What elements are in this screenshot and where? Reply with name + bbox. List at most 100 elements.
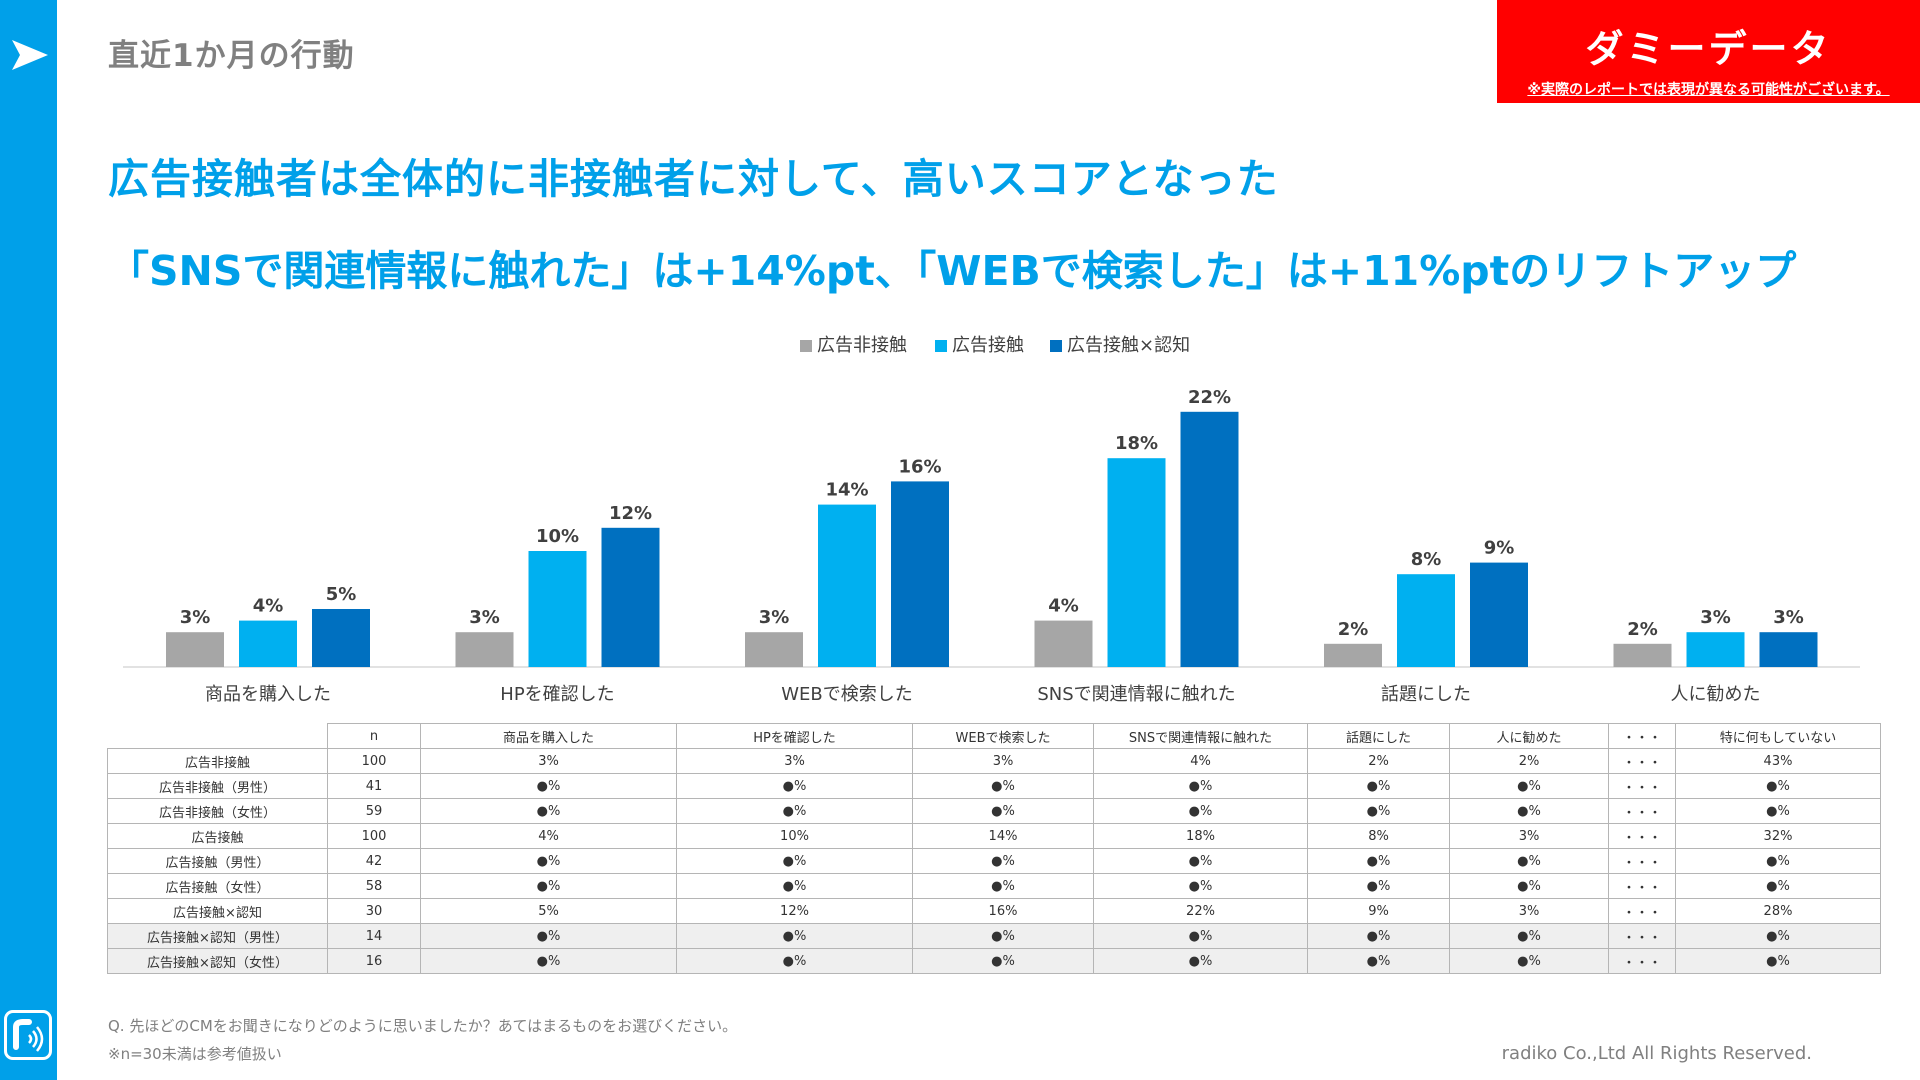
- table-cell: 4%: [1093, 748, 1308, 774]
- table-cell: ●%: [420, 848, 677, 874]
- row-label: 広告接触（女性）: [107, 873, 328, 899]
- table-cell: ●%: [1093, 773, 1308, 799]
- table-cell: ●%: [420, 948, 677, 974]
- table-cell: ●%: [1675, 873, 1881, 899]
- table-cell: ●%: [912, 798, 1094, 824]
- table-cell: 2%: [1307, 748, 1450, 774]
- row-label: 広告非接触: [107, 748, 328, 774]
- table-cell: 42: [327, 848, 421, 874]
- data-label: 3%: [469, 607, 500, 628]
- table-cell: ●%: [676, 798, 913, 824]
- row-label: 広告非接触（女性）: [107, 798, 328, 824]
- table-cell: ●%: [1307, 848, 1450, 874]
- table-header-cell: SNSで関連情報に触れた: [1093, 723, 1308, 749]
- bar: [1180, 411, 1239, 667]
- table-cell: ●%: [1675, 773, 1881, 799]
- legend-label: 広告非接触: [817, 335, 907, 356]
- table-cell: 4%: [420, 823, 677, 849]
- table-cell: ●%: [912, 948, 1094, 974]
- table-cell: 30: [327, 898, 421, 924]
- category-label: SNSで関連情報に触れた: [1037, 684, 1235, 705]
- copyright: radiko Co.,Ltd All Rights Reserved.: [1501, 1043, 1812, 1064]
- table-cell: ●%: [1093, 798, 1308, 824]
- table-cell: ・・・: [1608, 873, 1676, 899]
- table-cell: ・・・: [1608, 948, 1676, 974]
- table-cell: ●%: [1093, 923, 1308, 949]
- bar: [312, 609, 370, 667]
- data-label: 5%: [326, 584, 357, 605]
- table-header-cell: 商品を購入した: [420, 723, 677, 749]
- table-cell: ●%: [1093, 948, 1308, 974]
- table-row: 広告非接触（男性） 41 ●% ●% ●% ●% ●% ●% ・・・ ●%: [107, 773, 1881, 799]
- table-row: 広告接触×認知 30 5% 12% 16% 22% 9% 3% ・・・ 28%: [107, 898, 1881, 924]
- row-label: 広告非接触（男性）: [107, 773, 328, 799]
- table-cell: ●%: [420, 798, 677, 824]
- row-label: 広告接触×認知（女性）: [107, 948, 328, 974]
- bar: [239, 620, 297, 667]
- table-row: 広告接触（女性） 58 ●% ●% ●% ●% ●% ●% ・・・ ●%: [107, 873, 1881, 899]
- data-label: 4%: [253, 596, 284, 617]
- dummy-data-label: ダミーデータ: [1585, 27, 1832, 71]
- bar: [1613, 643, 1672, 667]
- table-cell: 16: [327, 948, 421, 974]
- data-label: 3%: [180, 607, 211, 628]
- table-cell: 22%: [1093, 898, 1308, 924]
- table-cell: ●%: [676, 848, 913, 874]
- sidebar: [0, 0, 57, 1080]
- table-cell: ●%: [1675, 798, 1881, 824]
- table-cell: ・・・: [1608, 773, 1676, 799]
- legend-swatch: [800, 340, 812, 352]
- data-label: 14%: [825, 480, 868, 501]
- table-cell: 12%: [676, 898, 913, 924]
- table-cell: 18%: [1093, 823, 1308, 849]
- table-cell: ・・・: [1608, 798, 1676, 824]
- bar: [528, 551, 587, 667]
- table-cell: ●%: [1675, 848, 1881, 874]
- table-cell: ・・・: [1608, 823, 1676, 849]
- data-table: n 商品を購入した HPを確認した WEBで検索した SNSで関連情報に触れた 話題にした…: [107, 723, 1881, 974]
- data-label: 12%: [609, 503, 652, 524]
- table-cell: 3%: [676, 748, 913, 774]
- table-cell: ●%: [1307, 798, 1450, 824]
- dummy-data-note: ※実際のレポートでは表現が異なる可能性がございます。: [1527, 82, 1890, 98]
- table-cell: 2%: [1449, 748, 1609, 774]
- table-cell: ●%: [1307, 923, 1450, 949]
- row-label: 広告接触: [107, 823, 328, 849]
- table-header-cell: 特に何もしていない: [1675, 723, 1881, 749]
- bar-chart: 広告非接触 広告接触 広告接触×認知 3% 4% 5% 商品を購入した 3% 10% 12% HPを…: [123, 335, 1860, 705]
- table-cell: ●%: [420, 873, 677, 899]
- table-cell: 59: [327, 798, 421, 824]
- table-cell: ●%: [676, 948, 913, 974]
- table-cell: ●%: [676, 873, 913, 899]
- table-row: 広告非接触（女性） 59 ●% ●% ●% ●% ●% ●% ・・・ ●%: [107, 798, 1881, 824]
- survey-question: Q. 先ほどのCMをお聞きになりどのように思いましたか？あてはまるものをお選びく…: [108, 1017, 738, 1035]
- category-label: WEBで検索した: [781, 684, 913, 705]
- table-cell: ・・・: [1608, 923, 1676, 949]
- table-cell: ●%: [1307, 873, 1450, 899]
- table-cell: 3%: [420, 748, 677, 774]
- data-label: 18%: [1115, 433, 1158, 454]
- headline-secondary: 「SNSで関連情報に触れた」は+14%pt、「WEBで検索した」は+11%ptの…: [108, 247, 1797, 295]
- data-label: 9%: [1484, 538, 1515, 559]
- table-cell: ●%: [1449, 798, 1609, 824]
- table-cell: 3%: [912, 748, 1094, 774]
- table-cell: ●%: [912, 873, 1094, 899]
- category-label: 商品を購入した: [205, 684, 331, 705]
- table-cell: ●%: [1675, 948, 1881, 974]
- table-cell: ●%: [1449, 873, 1609, 899]
- table-cell: ●%: [1093, 848, 1308, 874]
- table-cell: 14: [327, 923, 421, 949]
- table-header-row: n 商品を購入した HPを確認した WEBで検索した SNSで関連情報に触れた 話題にした…: [107, 723, 1881, 749]
- table-row: 広告非接触 100 3% 3% 3% 4% 2% 2% ・・・ 43%: [107, 748, 1881, 774]
- table-cell: 100: [327, 823, 421, 849]
- data-label: 2%: [1627, 619, 1658, 640]
- table-cell: 14%: [912, 823, 1094, 849]
- table-cell: 3%: [1449, 898, 1609, 924]
- bar: [818, 504, 876, 667]
- radiko-logo-icon: [4, 1010, 52, 1060]
- table-row: 広告接触×認知（男性） 14 ●% ●% ●% ●% ●% ●% ・・・ ●%: [107, 923, 1881, 949]
- table-cell: ●%: [912, 923, 1094, 949]
- table-cell: ・・・: [1608, 898, 1676, 924]
- table-cell: ●%: [1093, 873, 1308, 899]
- table-header-cell: 話題にした: [1307, 723, 1450, 749]
